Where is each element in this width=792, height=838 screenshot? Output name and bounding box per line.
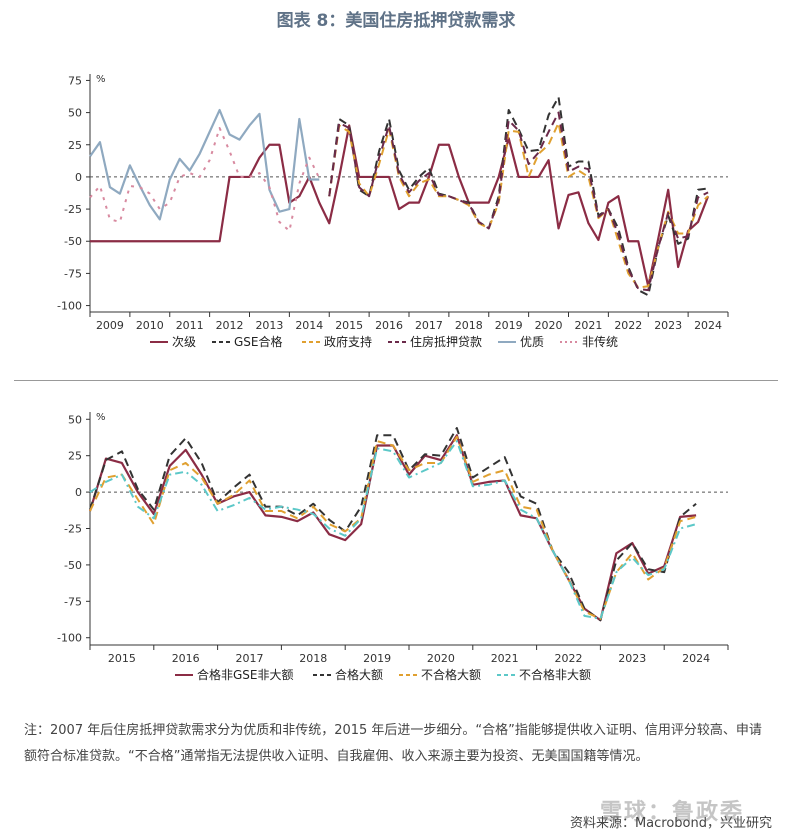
- legend-label: 次级: [172, 335, 196, 349]
- legend-label: 非传统: [582, 334, 618, 349]
- legend-label: GSE合格: [234, 334, 283, 349]
- series-line-4: [328, 111, 709, 292]
- source-text: 资料来源：Macrobond，兴业研究: [569, 816, 772, 831]
- series-line-5: [89, 108, 320, 221]
- x-tick-label: 2012: [216, 319, 244, 332]
- y-tick-label: 25: [68, 139, 82, 152]
- x-tick-label: 2023: [654, 319, 682, 332]
- x-tick-label: 2017: [236, 652, 264, 665]
- legend-label: 不合格非大额: [519, 667, 591, 682]
- y-tick-label: -50: [64, 559, 82, 572]
- x-tick-label: 2013: [255, 319, 283, 332]
- series-line-2: [328, 96, 709, 297]
- y-tick-label: -25: [64, 523, 82, 536]
- series-line-3: [89, 435, 697, 620]
- x-tick-label: 2019: [363, 652, 391, 665]
- legend-item-3: 不合格大额: [399, 667, 481, 682]
- x-tick-label: 2020: [427, 652, 455, 665]
- series-line-3: [328, 121, 709, 289]
- x-tick-label: 2009: [96, 319, 124, 332]
- legend-item-2: 合格大额: [313, 667, 383, 682]
- series-line-4: [89, 440, 697, 620]
- series-line-6: [89, 127, 321, 232]
- legend-label: 住房抵押贷款: [410, 334, 482, 349]
- x-tick-label: 2024: [682, 652, 710, 665]
- x-tick-label: 2014: [295, 319, 323, 332]
- legend-item-4: 不合格非大额: [497, 667, 591, 682]
- y-tick-label: 25: [68, 450, 82, 463]
- chart-mortgage-demand-by-eligibility: % 50 25 0 -25 -50 -75 -100 2015 2016 2017 2018 2019 2…: [57, 412, 729, 682]
- legend-item-4: 住房抵押贷款: [388, 334, 482, 349]
- x-tick-label: 2022: [614, 319, 642, 332]
- y-unit-label: %: [96, 74, 106, 85]
- y-tick-label: -100: [57, 300, 82, 313]
- x-tick-label: 2010: [136, 319, 164, 332]
- x-tick-label: 2022: [555, 652, 583, 665]
- y-tick-label: 50: [68, 413, 82, 426]
- legend-item-1: 合格非GSE非大额: [175, 667, 294, 682]
- series-line-1: [88, 434, 697, 622]
- legend-item-1: 次级: [150, 335, 196, 349]
- legend-label: 优质: [520, 335, 544, 349]
- x-tick-label: 2018: [455, 319, 483, 332]
- x-tick-label: 2018: [299, 652, 327, 665]
- legend-label: 政府支持: [324, 334, 372, 349]
- legend-label: 合格非GSE非大额: [197, 667, 294, 682]
- x-tick-label: 2015: [335, 319, 363, 332]
- y-tick-label: 50: [68, 107, 82, 120]
- y-tick-label: 0: [75, 486, 82, 499]
- x-tick-label: 2023: [618, 652, 646, 665]
- y-tick-label: 0: [75, 171, 82, 184]
- series-line-1: [90, 124, 710, 288]
- x-tick-label: 2019: [495, 319, 523, 332]
- series-line-2: [89, 427, 697, 622]
- y-tick-label: -100: [57, 632, 82, 645]
- watermark: 雪球：鲁政委: [600, 800, 745, 825]
- x-tick-label: 2017: [415, 319, 443, 332]
- x-tick-label: 2011: [176, 319, 204, 332]
- y-tick-label: -50: [64, 235, 82, 248]
- legend-item-2: GSE合格: [212, 334, 283, 349]
- legend-label: 不合格大额: [421, 667, 481, 682]
- page-title: 图表 8：美国住房抵押贷款需求: [276, 11, 516, 31]
- x-tick-label: 2016: [375, 319, 403, 332]
- x-tick-label: 2015: [108, 652, 136, 665]
- legend-item-5: 优质: [498, 335, 544, 349]
- y-tick-label: 75: [68, 74, 82, 87]
- footnote: 注：2007 年后住房抵押贷款需求分为优质和非传统，2015 年后进一步细分。“…: [24, 723, 762, 764]
- y-unit-label: %: [96, 412, 106, 423]
- legend-label: 合格大额: [335, 667, 383, 682]
- x-tick-label: 2016: [172, 652, 200, 665]
- divider: [14, 380, 778, 381]
- legend-item-3: 政府支持: [302, 334, 372, 349]
- y-tick-label: -25: [64, 203, 82, 216]
- x-tick-label: 2021: [491, 652, 519, 665]
- y-tick-label: -75: [64, 267, 82, 280]
- legend-item-6: 非传统: [560, 334, 618, 349]
- x-tick-label: 2020: [535, 319, 563, 332]
- x-tick-label: 2024: [694, 319, 722, 332]
- x-tick-label: 2021: [574, 319, 602, 332]
- y-tick-label: -75: [64, 595, 82, 608]
- chart-mortgage-demand-by-type: % 75 50 25 0 -25 -50 -75 -100 2009 2010 2011 2012 201…: [57, 74, 729, 349]
